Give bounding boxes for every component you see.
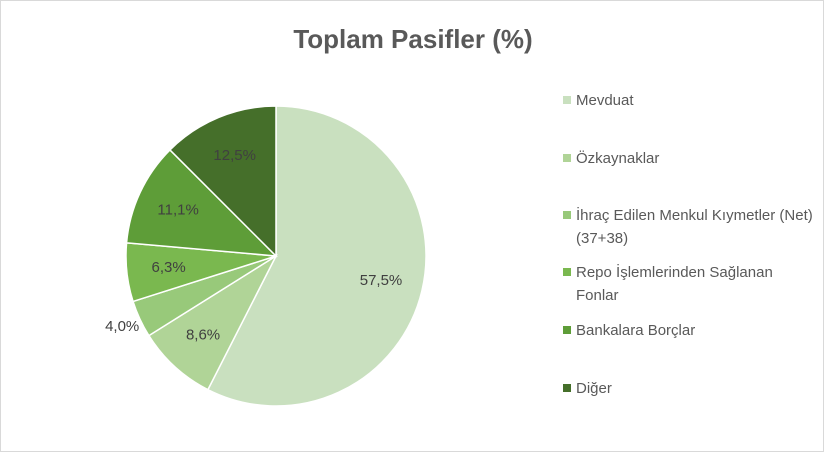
legend-label: Diğer bbox=[576, 380, 612, 397]
data-label: 4,0% bbox=[105, 318, 139, 335]
data-label: 12,5% bbox=[213, 147, 256, 164]
data-label: 57,5% bbox=[360, 272, 403, 289]
legend-item: Özkaynaklar bbox=[563, 147, 815, 170]
chart-title: Toplam Pasifler (%) bbox=[293, 24, 532, 54]
legend-swatch bbox=[563, 268, 571, 276]
legend-label: Repo İşlemlerinden Sağlanan Fonlar bbox=[576, 264, 773, 304]
pie-slice bbox=[206, 105, 427, 407]
legend-swatch bbox=[563, 154, 571, 162]
legend-label: İhraç Edilen Menkul Kıymetler (Net) (37+… bbox=[576, 207, 813, 247]
legend-item: Mevduat bbox=[563, 89, 815, 112]
legend-swatch bbox=[563, 384, 571, 392]
legend-swatch bbox=[563, 326, 571, 334]
pie-slice bbox=[168, 105, 277, 258]
data-label: 11,1% bbox=[157, 201, 198, 218]
legend-item: İhraç Edilen Menkul Kıymetler (Net) (37+… bbox=[563, 204, 815, 250]
pie-slice bbox=[125, 148, 278, 257]
legend-item: Bankalara Borçlar bbox=[563, 319, 815, 342]
legend-item: Diğer bbox=[563, 377, 815, 400]
legend-label: Bankalara Borçlar bbox=[576, 322, 696, 339]
legend-swatch bbox=[563, 96, 571, 104]
legend-swatch bbox=[563, 211, 571, 219]
legend-label: Özkaynaklar bbox=[576, 150, 660, 167]
legend-item: Repo İşlemlerinden Sağlanan Fonlar bbox=[563, 261, 815, 307]
data-label: 8,6% bbox=[186, 327, 220, 344]
data-label: 6,3% bbox=[152, 259, 186, 276]
legend-label: Mevduat bbox=[576, 92, 634, 109]
